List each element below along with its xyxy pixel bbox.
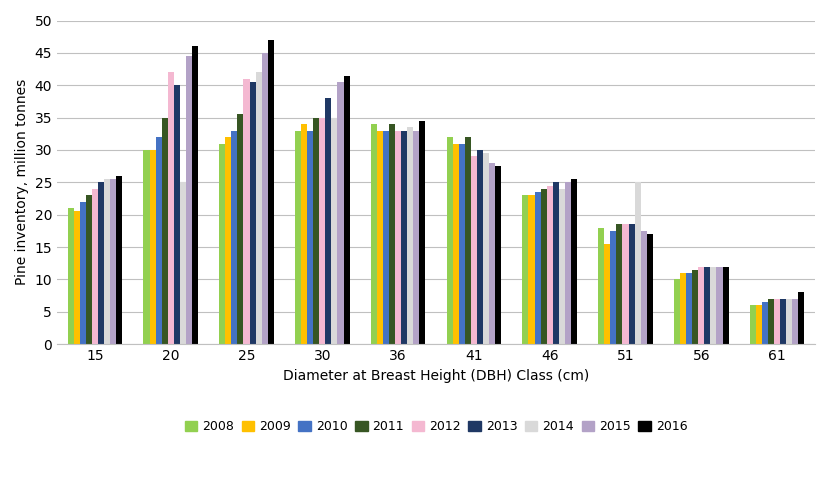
Bar bbox=[793, 299, 798, 344]
Bar bbox=[377, 131, 383, 344]
Bar bbox=[604, 244, 610, 344]
Bar bbox=[647, 234, 653, 344]
Bar bbox=[98, 183, 104, 344]
Bar bbox=[219, 143, 225, 344]
Bar bbox=[186, 56, 192, 344]
Bar bbox=[553, 183, 559, 344]
Bar bbox=[408, 127, 413, 344]
Bar bbox=[313, 118, 320, 344]
Bar bbox=[786, 299, 793, 344]
Bar bbox=[780, 299, 786, 344]
Bar bbox=[301, 124, 307, 344]
Bar bbox=[610, 231, 617, 344]
Bar bbox=[92, 189, 98, 344]
Bar bbox=[529, 195, 535, 344]
Bar bbox=[535, 192, 540, 344]
Bar bbox=[192, 46, 198, 344]
Bar bbox=[565, 183, 571, 344]
Y-axis label: Pine inventory, million tonnes: Pine inventory, million tonnes bbox=[15, 79, 29, 285]
Bar bbox=[419, 121, 426, 344]
Bar bbox=[680, 273, 686, 344]
Bar bbox=[110, 179, 116, 344]
Bar bbox=[547, 185, 553, 344]
Bar bbox=[692, 270, 698, 344]
Bar bbox=[571, 179, 577, 344]
Bar bbox=[180, 183, 186, 344]
Bar bbox=[471, 157, 477, 344]
Bar bbox=[162, 118, 168, 344]
Bar bbox=[749, 305, 756, 344]
Bar bbox=[559, 189, 565, 344]
Bar bbox=[331, 118, 338, 344]
Bar bbox=[256, 72, 261, 344]
Bar bbox=[635, 183, 641, 344]
Bar bbox=[710, 266, 716, 344]
Bar bbox=[705, 266, 710, 344]
Bar bbox=[477, 150, 483, 344]
Bar bbox=[413, 131, 419, 344]
Bar bbox=[459, 143, 465, 344]
Bar bbox=[344, 76, 349, 344]
Bar bbox=[389, 124, 395, 344]
Bar bbox=[598, 228, 604, 344]
Bar bbox=[447, 137, 452, 344]
Bar bbox=[686, 273, 692, 344]
Bar bbox=[307, 131, 313, 344]
Bar bbox=[622, 224, 628, 344]
Bar bbox=[85, 195, 92, 344]
Bar bbox=[371, 124, 377, 344]
Bar bbox=[144, 150, 149, 344]
Bar bbox=[68, 208, 74, 344]
Bar bbox=[116, 176, 122, 344]
Bar bbox=[628, 224, 635, 344]
Bar bbox=[641, 231, 647, 344]
Bar bbox=[674, 280, 680, 344]
Bar bbox=[168, 72, 173, 344]
Bar bbox=[80, 202, 85, 344]
Bar bbox=[320, 118, 325, 344]
Bar bbox=[295, 131, 301, 344]
Bar bbox=[74, 211, 80, 344]
Bar bbox=[383, 131, 389, 344]
Bar bbox=[617, 224, 622, 344]
Bar bbox=[762, 302, 768, 344]
Bar bbox=[338, 82, 344, 344]
Bar bbox=[243, 79, 250, 344]
Bar bbox=[261, 53, 268, 344]
Bar bbox=[149, 150, 155, 344]
Bar bbox=[232, 131, 237, 344]
Legend: 2008, 2009, 2010, 2011, 2012, 2013, 2014, 2015, 2016: 2008, 2009, 2010, 2011, 2012, 2013, 2014… bbox=[179, 415, 692, 438]
Bar bbox=[483, 153, 489, 344]
Bar bbox=[401, 131, 408, 344]
Bar bbox=[104, 179, 110, 344]
Bar bbox=[465, 137, 471, 344]
Bar bbox=[155, 137, 162, 344]
Bar bbox=[798, 292, 804, 344]
Bar bbox=[496, 166, 501, 344]
X-axis label: Diameter at Breast Height (DBH) Class (cm): Diameter at Breast Height (DBH) Class (c… bbox=[283, 368, 589, 383]
Bar bbox=[723, 266, 729, 344]
Bar bbox=[768, 299, 774, 344]
Bar bbox=[395, 131, 401, 344]
Bar bbox=[756, 305, 762, 344]
Bar bbox=[237, 114, 243, 344]
Bar bbox=[489, 163, 496, 344]
Bar bbox=[225, 137, 232, 344]
Bar bbox=[774, 299, 780, 344]
Bar bbox=[540, 189, 547, 344]
Bar bbox=[250, 82, 256, 344]
Bar bbox=[716, 266, 723, 344]
Bar bbox=[173, 85, 180, 344]
Bar bbox=[698, 266, 705, 344]
Bar bbox=[452, 143, 459, 344]
Bar bbox=[325, 98, 331, 344]
Bar bbox=[268, 40, 274, 344]
Bar bbox=[522, 195, 529, 344]
